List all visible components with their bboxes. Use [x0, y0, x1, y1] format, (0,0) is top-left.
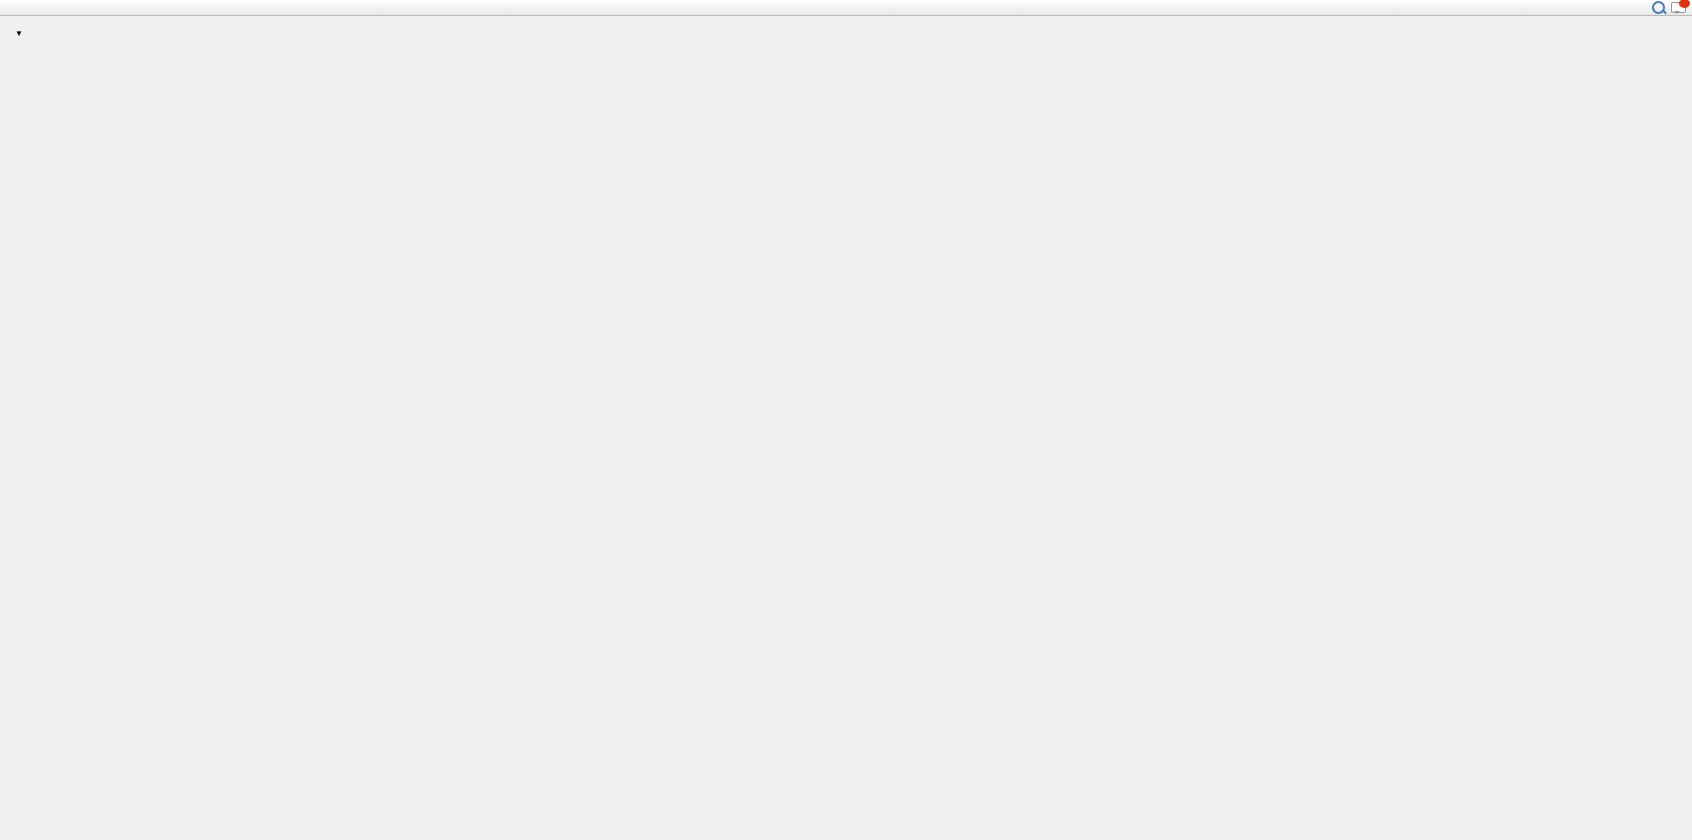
chat-icon[interactable]: [1671, 0, 1690, 14]
chart-title: ▼: [15, 27, 36, 39]
toolbar-right-group: [1652, 0, 1690, 14]
notification-badge: [1679, 0, 1690, 8]
main-toolbar: [0, 0, 1692, 16]
search-icon[interactable]: [1652, 1, 1665, 14]
symbol-dropdown-icon[interactable]: ▼: [15, 29, 23, 38]
